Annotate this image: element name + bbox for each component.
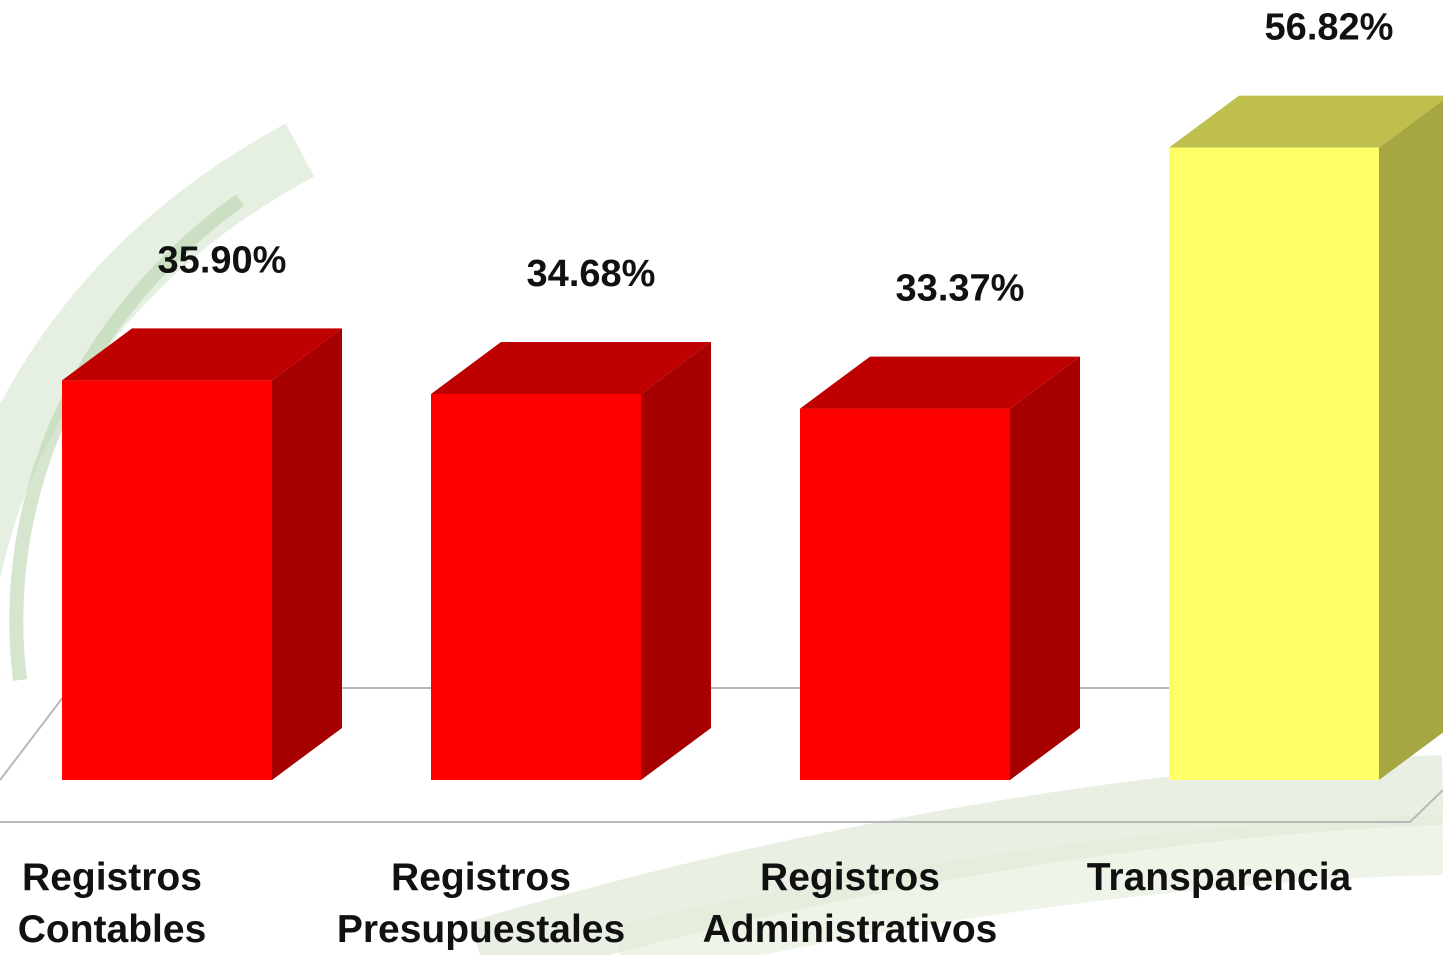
value-label: 34.68% (527, 253, 656, 295)
value-label: 56.82% (1265, 7, 1394, 49)
bar (431, 394, 641, 780)
page: 35.90%34.68%33.37%56.82% (() => { const … (0, 0, 1443, 955)
bar-side (1379, 96, 1443, 780)
value-label: 35.90% (158, 239, 287, 281)
bar (1169, 148, 1379, 780)
bar-side (272, 328, 342, 780)
bar (62, 380, 272, 780)
x-tick-label: Registros Contables (0, 852, 282, 955)
bar-side (641, 342, 711, 780)
value-label: 33.37% (896, 268, 1025, 310)
x-tick-label: Transparencia (1049, 852, 1389, 904)
chart: 35.90% 34.68% 33.37% 56.82% (0, 0, 1443, 955)
x-tick-label: Registros Presupuestales (311, 852, 651, 955)
bar (800, 409, 1010, 780)
bar-side (1010, 357, 1080, 780)
x-tick-label: Registros Administrativos (680, 852, 1020, 955)
